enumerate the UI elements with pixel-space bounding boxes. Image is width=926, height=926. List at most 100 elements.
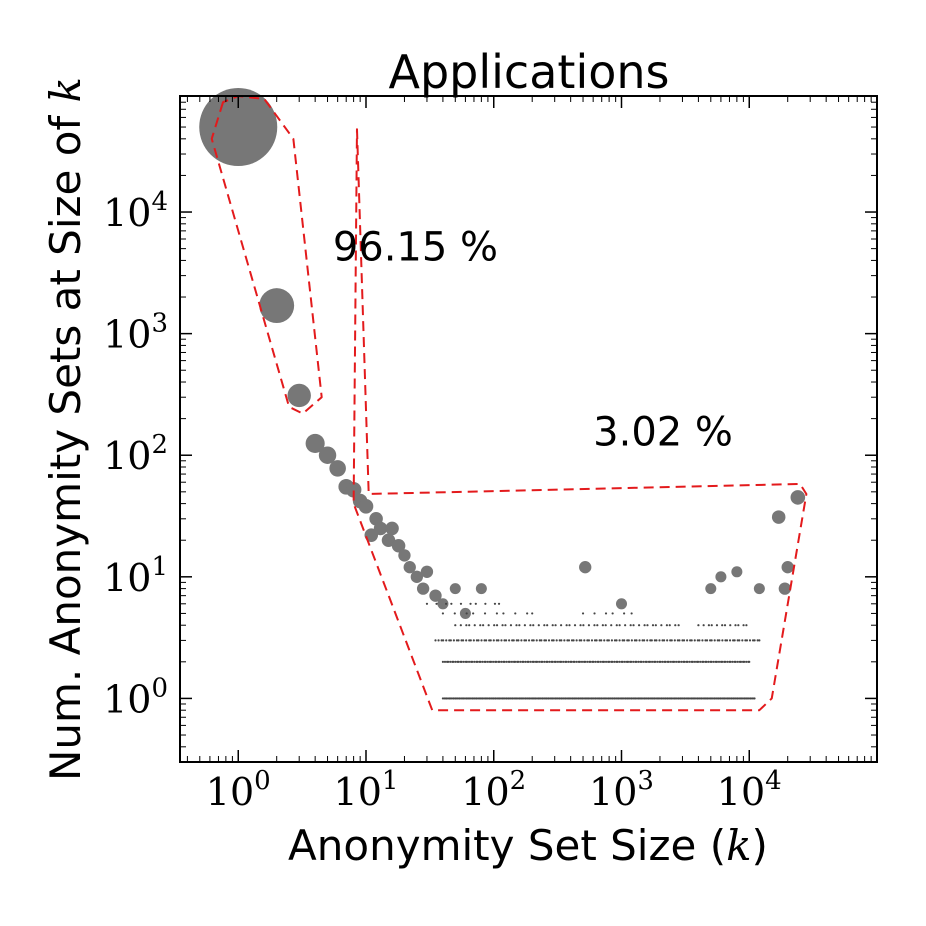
data-point bbox=[437, 598, 449, 610]
data-point-small bbox=[503, 639, 506, 642]
data-point-small bbox=[455, 639, 459, 642]
data-point-small bbox=[586, 660, 589, 663]
data-point-small bbox=[678, 639, 681, 642]
data-point bbox=[358, 499, 374, 514]
data-point-small bbox=[677, 624, 680, 627]
data-point-small bbox=[698, 639, 701, 642]
data-point-small bbox=[481, 660, 484, 663]
data-point-small bbox=[547, 639, 551, 642]
y-tick-label: 100 bbox=[103, 673, 168, 721]
data-point-small bbox=[527, 639, 531, 642]
data-point-small bbox=[630, 639, 633, 642]
data-point bbox=[345, 481, 362, 498]
data-point-small bbox=[683, 660, 686, 663]
data-point-small bbox=[682, 639, 686, 642]
data-point-small bbox=[504, 624, 507, 627]
data-point-small bbox=[584, 660, 587, 663]
data-point-small bbox=[476, 660, 479, 663]
data-point-small bbox=[488, 639, 491, 642]
data-point-small bbox=[484, 660, 487, 663]
data-point-small bbox=[621, 639, 624, 642]
data-point-small bbox=[718, 639, 721, 642]
data-point-small bbox=[669, 660, 672, 663]
data-point-small bbox=[532, 639, 535, 642]
data-point-small bbox=[741, 639, 744, 642]
data-point-small bbox=[453, 612, 456, 615]
data-point-small bbox=[599, 660, 602, 663]
data-point-small bbox=[674, 624, 677, 627]
data-point-small bbox=[623, 639, 626, 642]
data-point-small bbox=[669, 639, 672, 642]
data-point-small bbox=[734, 660, 737, 663]
data-point-small bbox=[551, 624, 554, 627]
data-point-small bbox=[725, 639, 729, 642]
data-point-small bbox=[462, 639, 465, 642]
data-point bbox=[318, 446, 337, 464]
data-point-small bbox=[510, 660, 514, 663]
data-point-small bbox=[613, 639, 617, 642]
data-point-small bbox=[522, 660, 525, 663]
data-point-small bbox=[693, 639, 696, 642]
data-point-small bbox=[554, 624, 557, 627]
data-point-small bbox=[723, 624, 727, 627]
data-point-small bbox=[589, 660, 592, 663]
data-point-small bbox=[443, 660, 447, 663]
data-point-small bbox=[445, 639, 448, 642]
data-point-small bbox=[613, 660, 616, 663]
data-point-small bbox=[643, 639, 646, 642]
data-point-small bbox=[756, 639, 759, 642]
data-point-small bbox=[637, 660, 640, 663]
data-point-small bbox=[705, 660, 708, 663]
data-point-small bbox=[737, 624, 740, 627]
data-point-small bbox=[635, 639, 638, 642]
annotation-regions bbox=[210, 95, 808, 712]
data-point-small bbox=[535, 660, 539, 663]
data-point-small bbox=[707, 624, 710, 627]
data-point-small bbox=[743, 660, 746, 663]
data-point-small bbox=[489, 639, 492, 642]
data-point-small bbox=[472, 639, 475, 642]
data-point-small bbox=[665, 624, 668, 627]
data-point-small bbox=[485, 639, 488, 642]
data-point-small bbox=[594, 660, 597, 663]
data-point-small bbox=[710, 639, 713, 642]
data-point-small bbox=[495, 660, 498, 663]
data-point-small bbox=[546, 660, 549, 663]
data-point-small bbox=[744, 639, 747, 642]
x-tick-label: 104 bbox=[717, 766, 782, 814]
data-point bbox=[771, 510, 786, 524]
data-point-small bbox=[649, 639, 652, 642]
data-point-small bbox=[696, 660, 700, 663]
data-point-small bbox=[529, 624, 532, 627]
data-point-small bbox=[721, 624, 724, 627]
data-point-small bbox=[495, 639, 498, 642]
data-point-small bbox=[618, 639, 621, 642]
data-point-small bbox=[635, 660, 638, 663]
data-point-small bbox=[702, 624, 705, 627]
data-point-small bbox=[473, 624, 476, 627]
data-point-small bbox=[546, 624, 549, 627]
x-tick-label: 100 bbox=[206, 766, 271, 814]
data-point-small bbox=[495, 624, 499, 627]
data-point-small bbox=[654, 624, 657, 627]
data-point bbox=[579, 561, 592, 574]
data-point-small bbox=[604, 624, 607, 627]
data-point-small bbox=[736, 639, 739, 642]
x-tick-label: 101 bbox=[334, 766, 399, 814]
data-point-small bbox=[515, 624, 518, 627]
data-point-small bbox=[646, 624, 649, 627]
data-point bbox=[416, 582, 430, 595]
data-point-small bbox=[498, 660, 501, 663]
data-point-small bbox=[729, 660, 732, 663]
data-point-small bbox=[532, 624, 535, 627]
data-point-small bbox=[593, 639, 597, 642]
data-point-small bbox=[587, 639, 591, 642]
data-point-small bbox=[448, 639, 451, 642]
data-point bbox=[391, 539, 406, 553]
data-point-small bbox=[459, 624, 462, 627]
data-point-small bbox=[511, 639, 514, 642]
data-point-small bbox=[452, 639, 455, 642]
data-point-small bbox=[497, 602, 501, 605]
data-point-small bbox=[650, 639, 653, 642]
